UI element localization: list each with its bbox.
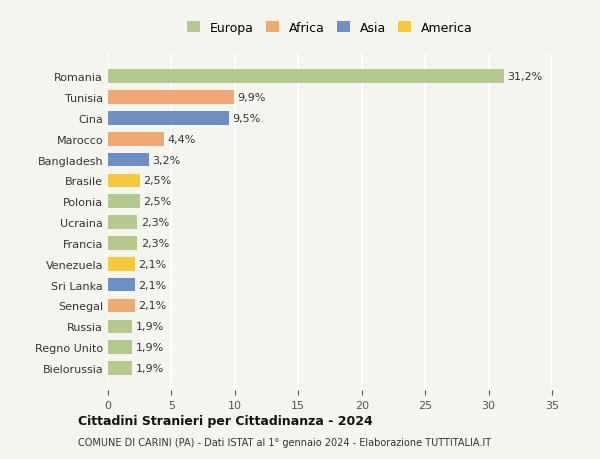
Text: COMUNE DI CARINI (PA) - Dati ISTAT al 1° gennaio 2024 - Elaborazione TUTTITALIA.: COMUNE DI CARINI (PA) - Dati ISTAT al 1°…: [78, 437, 491, 447]
Text: 2,1%: 2,1%: [139, 280, 167, 290]
Bar: [108, 91, 233, 105]
Text: 4,4%: 4,4%: [167, 134, 196, 145]
Text: 1,9%: 1,9%: [136, 322, 164, 331]
Text: 2,5%: 2,5%: [143, 176, 172, 186]
Text: 1,9%: 1,9%: [136, 363, 164, 373]
Bar: [108, 174, 140, 188]
Text: 1,9%: 1,9%: [136, 342, 164, 353]
Text: 31,2%: 31,2%: [508, 72, 543, 82]
Bar: [108, 341, 132, 354]
Text: 2,3%: 2,3%: [141, 238, 169, 248]
Bar: [108, 278, 134, 292]
Bar: [108, 195, 140, 208]
Bar: [108, 133, 164, 146]
Text: 3,2%: 3,2%: [152, 155, 181, 165]
Bar: [108, 237, 137, 250]
Text: 2,5%: 2,5%: [143, 197, 172, 207]
Legend: Europa, Africa, Asia, America: Europa, Africa, Asia, America: [184, 18, 476, 38]
Text: Cittadini Stranieri per Cittadinanza - 2024: Cittadini Stranieri per Cittadinanza - 2…: [78, 414, 373, 428]
Bar: [108, 216, 137, 230]
Bar: [108, 299, 134, 313]
Bar: [108, 361, 132, 375]
Text: 9,9%: 9,9%: [238, 93, 266, 103]
Bar: [108, 70, 504, 84]
Text: 2,1%: 2,1%: [139, 259, 167, 269]
Text: 2,1%: 2,1%: [139, 301, 167, 311]
Text: 2,3%: 2,3%: [141, 218, 169, 228]
Bar: [108, 257, 134, 271]
Bar: [108, 153, 149, 167]
Bar: [108, 112, 229, 125]
Text: 9,5%: 9,5%: [232, 114, 260, 123]
Bar: [108, 320, 132, 333]
